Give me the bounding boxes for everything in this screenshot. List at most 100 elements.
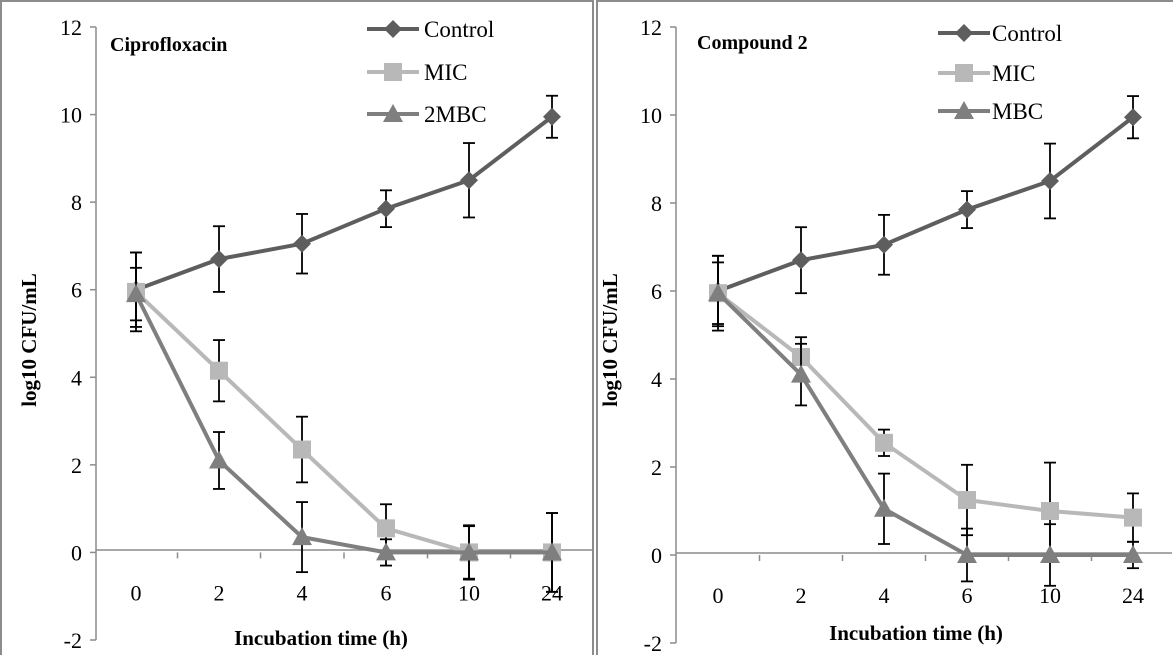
data-point: [126, 284, 146, 303]
x-tick-label: 0: [131, 580, 142, 605]
legend-item-2mbc: 2MBC: [367, 102, 487, 127]
series-control: [127, 94, 561, 328]
x-tick-label: 0: [713, 583, 724, 608]
data-point: [542, 542, 562, 561]
data-point: [1040, 545, 1060, 563]
panel-frame: [596, 0, 1173, 655]
legend-item-mic: MIC: [938, 61, 1035, 86]
y-tick-label: 0: [71, 540, 82, 565]
y-ticks: -2 0 2 4 6 8 10 12: [640, 15, 676, 655]
x-tick-label: 4: [879, 583, 890, 608]
x-tick-label: 10: [458, 580, 480, 605]
data-point: [1041, 502, 1059, 520]
data-point: [377, 199, 395, 218]
y-tick-label: -2: [644, 631, 662, 655]
y-ticks: -2 0 2 4 6 8 10 12: [60, 15, 96, 653]
y-axis-title: log10 CFU/mL: [17, 273, 41, 407]
data-point: [791, 364, 811, 383]
legend-marker: [955, 64, 973, 82]
series-control: [709, 95, 1142, 328]
series-line: [717, 115, 1135, 293]
x-tick-label: 6: [381, 580, 392, 605]
y-tick-label: 12: [60, 15, 82, 40]
legend-label: Control: [992, 21, 1062, 46]
series-mbc: [708, 261, 1143, 587]
legend: Control MIC MBC: [938, 21, 1062, 124]
legend-item-mbc: MBC: [938, 99, 1043, 124]
y-tick-label: 6: [651, 279, 662, 304]
data-point: [875, 235, 893, 254]
y-tick-label: 2: [651, 455, 662, 480]
data-point: [1124, 108, 1142, 127]
legend-marker: [384, 63, 402, 81]
series-2mbc: [126, 266, 562, 593]
legend-label: MIC: [424, 60, 467, 85]
data-point: [875, 433, 893, 452]
data-point: [460, 171, 478, 190]
y-tick-label: 4: [71, 365, 82, 390]
data-point: [210, 361, 228, 380]
data-point: [1041, 172, 1059, 190]
series-mic: [127, 251, 561, 593]
x-ticks: 0 2 4 6 10 24: [713, 555, 1144, 608]
data-point: [459, 542, 479, 561]
legend: Control MIC 2MBC: [367, 17, 494, 127]
data-point: [1123, 545, 1143, 563]
legend-label: MIC: [992, 61, 1035, 86]
x-tick-label: 6: [962, 583, 973, 608]
data-point: [209, 450, 229, 469]
data-point: [958, 200, 976, 219]
x-tick-label: 24: [541, 580, 563, 605]
data-point: [708, 283, 728, 302]
legend-marker: [384, 20, 402, 38]
x-tick-label: 2: [214, 580, 225, 605]
data-point: [377, 519, 395, 538]
data-point: [293, 234, 311, 253]
data-point: [210, 250, 228, 269]
chart-title: Ciprofloxacin: [110, 34, 227, 56]
legend-marker: [954, 101, 974, 119]
chart-title: Compound 2: [697, 32, 808, 54]
y-tick-label: 8: [651, 191, 662, 216]
y-axis-title: log10 CFU/mL: [598, 273, 622, 407]
x-tick-label: 4: [297, 580, 308, 605]
x-tick-label: 2: [796, 583, 807, 608]
y-tick-label: 2: [71, 453, 82, 478]
x-tick-label: 24: [1122, 583, 1144, 608]
data-point: [293, 440, 311, 459]
series-line: [135, 115, 554, 292]
series-line: [716, 291, 1134, 520]
x-ticks: 0 2 4 6 10 24: [131, 552, 563, 605]
legend-item-mic: MIC: [367, 60, 467, 85]
y-tick-label: 0: [651, 543, 662, 568]
data-point: [792, 251, 810, 270]
series-mic: [709, 254, 1142, 561]
data-point: [1124, 508, 1142, 527]
y-tick-label: 4: [651, 367, 662, 392]
legend-label: MBC: [992, 99, 1043, 124]
x-tick-label: 10: [1039, 583, 1061, 608]
y-tick-label: 6: [71, 278, 82, 303]
panel-frame: [0, 0, 594, 655]
legend-marker: [383, 104, 403, 122]
y-tick-label: -2: [64, 628, 82, 653]
legend-item-control: Control: [938, 21, 1062, 46]
data-point: [376, 542, 396, 561]
x-axis-title: Incubation time (h): [234, 626, 408, 650]
legend-item-control: Control: [367, 17, 494, 42]
y-tick-label: 10: [60, 103, 82, 128]
data-point: [292, 527, 312, 546]
legend-label: 2MBC: [424, 102, 487, 127]
y-tick-label: 10: [640, 103, 662, 128]
series-layer: [708, 95, 1143, 587]
data-point: [874, 498, 894, 517]
y-tick-label: 12: [640, 15, 662, 40]
data-point: [957, 545, 977, 563]
legend-label: Control: [424, 17, 494, 42]
series-line: [716, 291, 1133, 557]
legend-marker: [955, 24, 973, 42]
data-point: [543, 107, 561, 126]
x-axis-title: Incubation time (h): [829, 621, 1003, 645]
